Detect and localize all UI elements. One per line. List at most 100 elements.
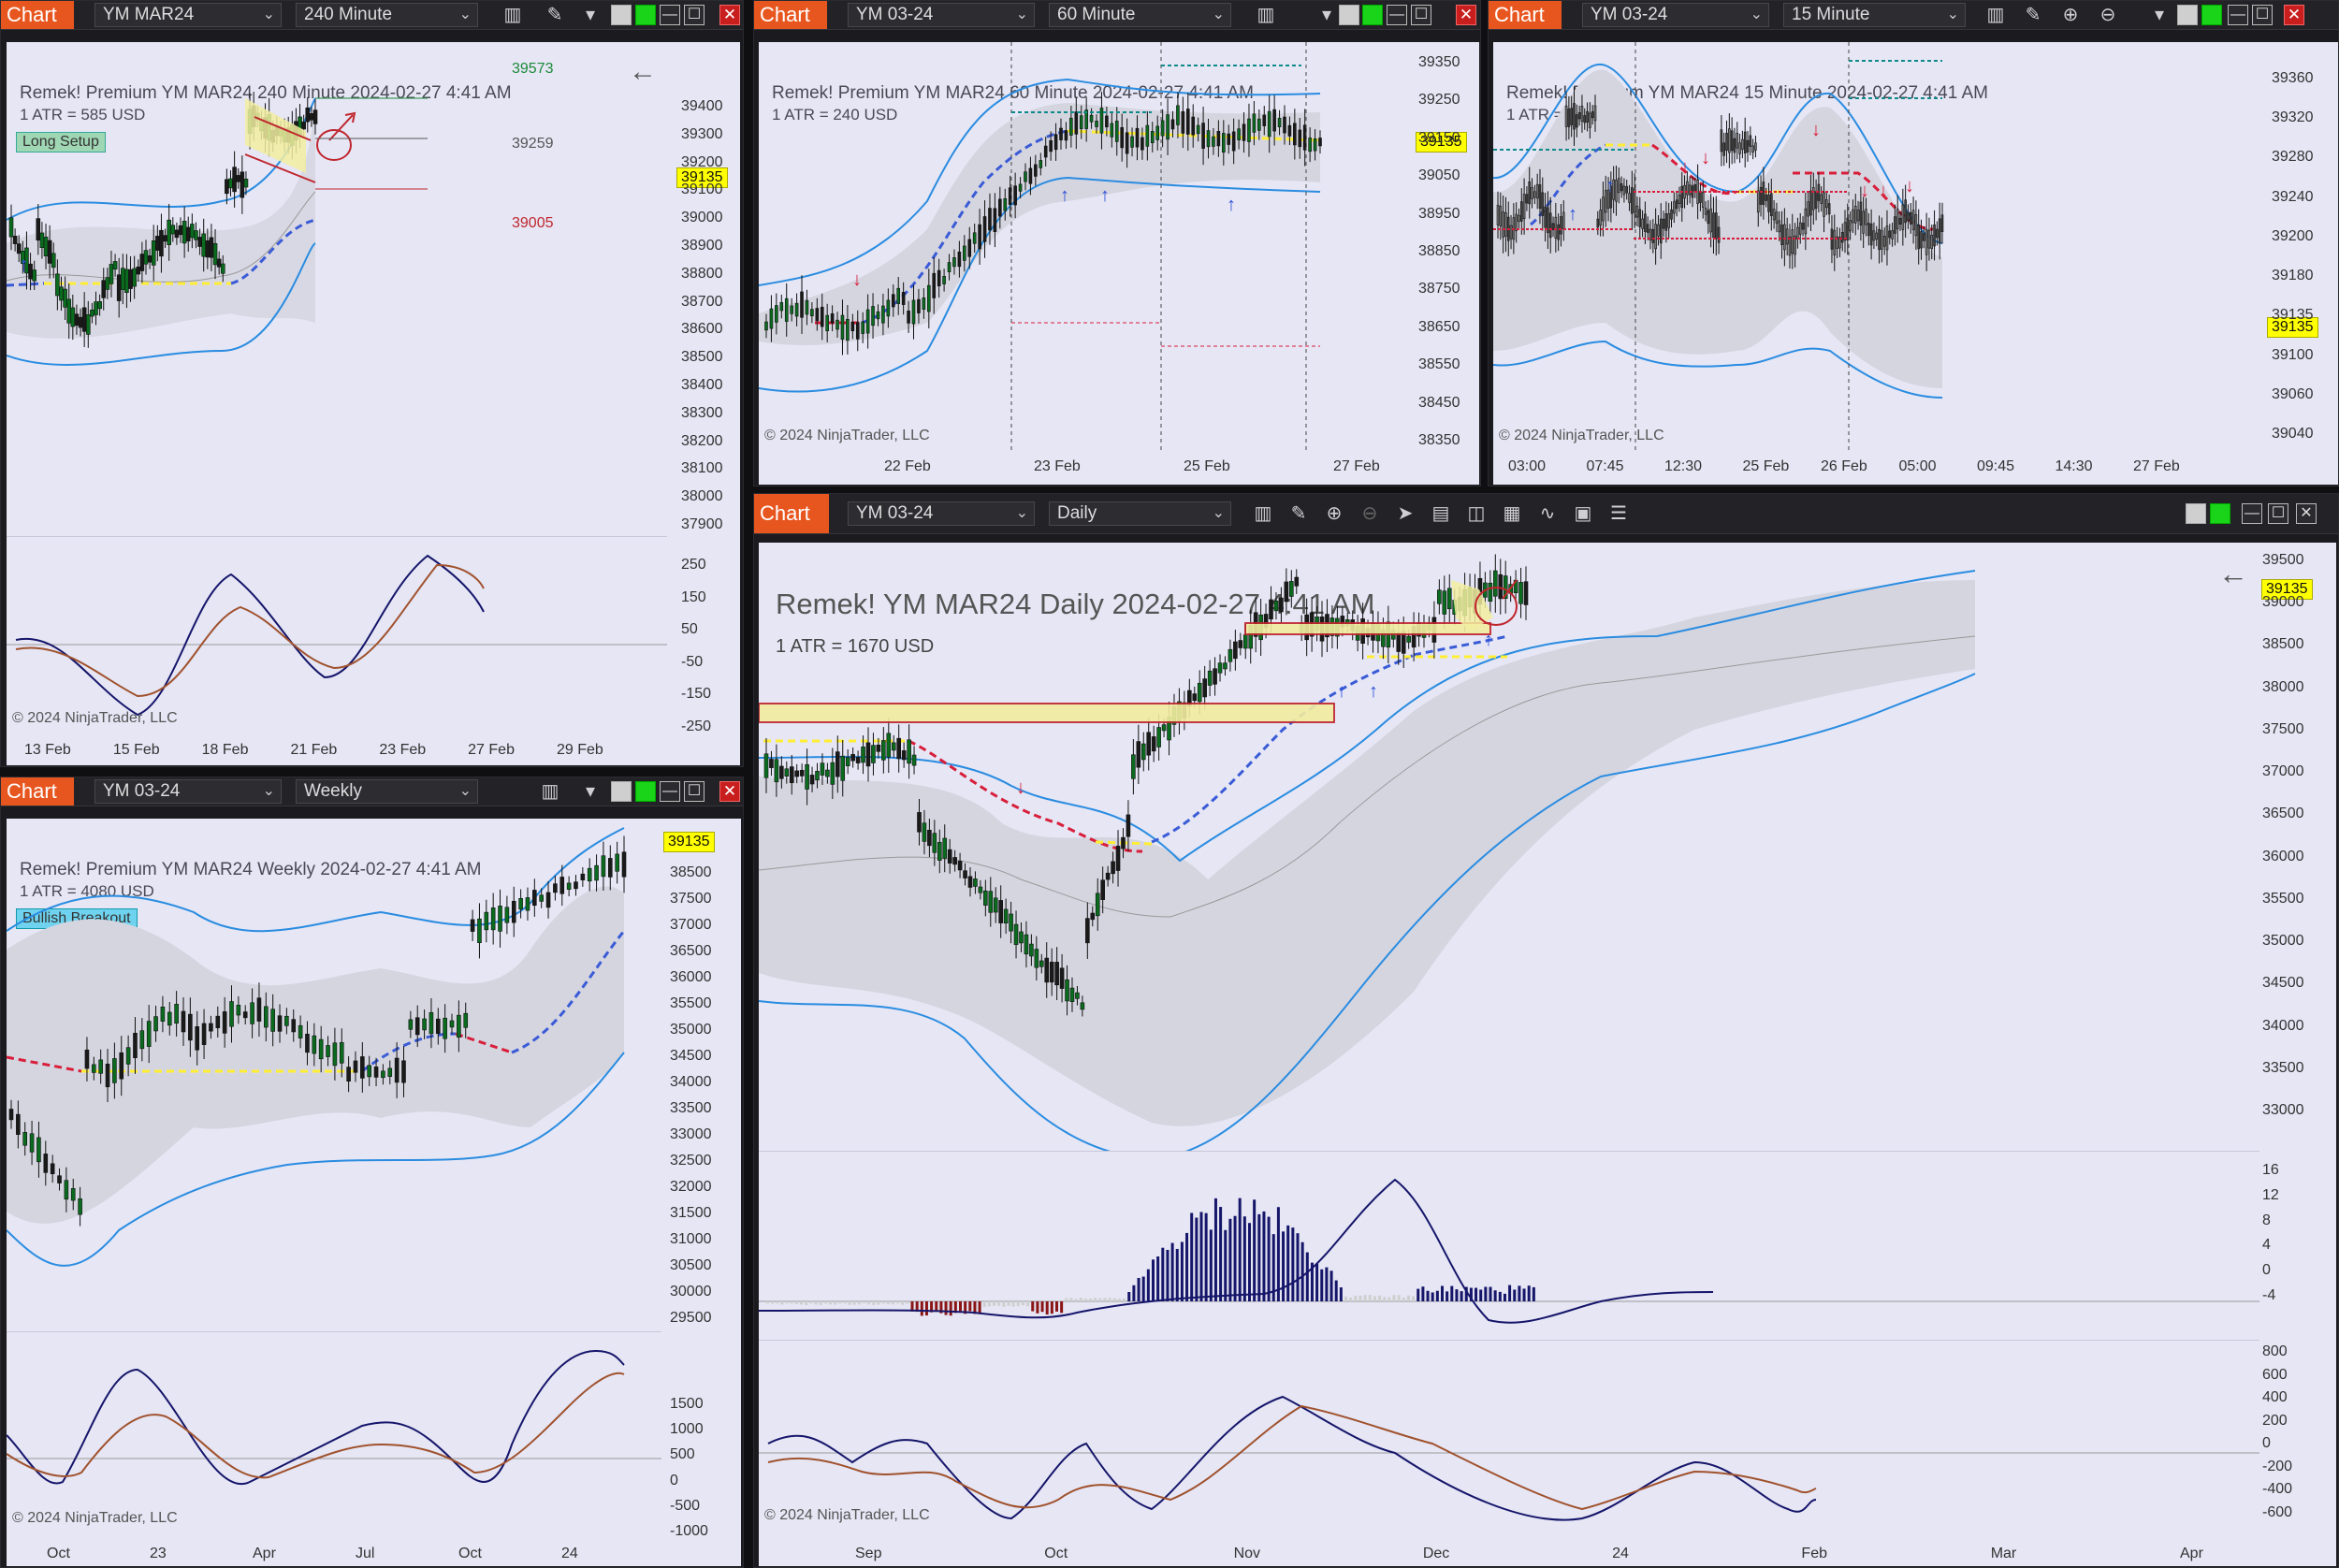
candle-body: [367, 1065, 371, 1078]
pencil-icon[interactable]: ✎: [546, 5, 563, 25]
window-button[interactable]: [611, 781, 632, 802]
properties-icon[interactable]: ▤: [1431, 503, 1450, 524]
candle-body: [332, 1042, 338, 1067]
close-button[interactable]: ✕: [719, 781, 740, 802]
instrument-select[interactable]: YM 03-24 ⌄: [1582, 3, 1769, 27]
back-arrow-icon[interactable]: ←: [629, 56, 657, 87]
price-tick-label: 38200: [681, 432, 723, 449]
instrument-select[interactable]: YM 03-24 ⌄: [848, 3, 1035, 27]
back-arrow-icon[interactable]: ←: [2218, 557, 2248, 590]
close-button[interactable]: ✕: [2284, 5, 2304, 25]
interval-select[interactable]: 60 Minute ⌄: [1049, 3, 1231, 27]
maximize-button[interactable]: ☐: [2252, 5, 2273, 25]
window-button[interactable]: [611, 5, 632, 25]
time-tick-label: 05:00: [1898, 458, 1937, 474]
histogram-bar: [1170, 1242, 1174, 1301]
indicator-tick-label: -1000: [670, 1523, 708, 1539]
candle-body: [250, 1002, 254, 1024]
data-box-icon[interactable]: ◫: [1467, 503, 1486, 524]
window-button[interactable]: [2186, 503, 2206, 524]
minimize-button[interactable]: —: [660, 5, 680, 25]
price-tick-label: 39320: [2272, 109, 2314, 126]
copyright: © 2024 NinjaTrader, LLC: [1499, 428, 1664, 443]
minimize-button[interactable]: —: [660, 781, 680, 802]
minimize-button[interactable]: —: [2228, 5, 2248, 25]
candle-body: [983, 890, 988, 906]
instrument-select[interactable]: YM 03-24 ⌄: [848, 501, 1035, 526]
candle-body: [840, 314, 845, 340]
price-tick-label: 39360: [2272, 70, 2314, 86]
link-button[interactable]: [2201, 5, 2222, 25]
candle-body: [1743, 131, 1747, 153]
chart-weekly: [7, 827, 627, 1267]
close-button[interactable]: ✕: [2296, 503, 2317, 524]
candle-body: [1862, 211, 1865, 234]
candle-body: [1222, 133, 1226, 153]
candle-body: [1930, 234, 1934, 250]
candle-body: [1054, 962, 1059, 986]
candle-body: [982, 216, 987, 242]
candle-body: [963, 870, 967, 878]
link-button[interactable]: [635, 5, 656, 25]
bars-icon[interactable]: ▥: [1986, 5, 2005, 25]
dropdown-icon[interactable]: ▾: [585, 781, 596, 802]
maximize-button[interactable]: ☐: [1411, 5, 1431, 25]
window-button[interactable]: [2177, 5, 2198, 25]
candle-body: [559, 877, 565, 894]
candle-body: [1657, 224, 1660, 237]
maximize-button[interactable]: ☐: [684, 5, 705, 25]
candle-body: [1865, 209, 1867, 225]
bars-icon[interactable]: ▥: [1254, 503, 1272, 524]
strategies-icon[interactable]: ▦: [1503, 503, 1521, 524]
cursor-icon[interactable]: ➤: [1397, 503, 1414, 524]
time-axis: [759, 454, 1479, 485]
window-button[interactable]: [1339, 5, 1359, 25]
dropdown-icon[interactable]: ▾: [2154, 5, 2165, 25]
minimize-button[interactable]: —: [1387, 5, 1407, 25]
zoom-out-icon[interactable]: ⊖: [2099, 5, 2116, 25]
close-button[interactable]: ✕: [719, 5, 740, 25]
zoom-in-icon[interactable]: ⊕: [2062, 5, 2079, 25]
bars-icon[interactable]: ▥: [503, 5, 522, 25]
minimize-button[interactable]: —: [2242, 503, 2262, 524]
instrument-select[interactable]: YM MAR24 ⌄: [94, 3, 282, 27]
candle-body: [222, 1011, 227, 1034]
candle-body: [477, 918, 482, 943]
toolbar: Chart YM 03-24 ⌄ 60 Minute ⌄ ▥ ▾ — ☐ ✕: [754, 1, 1480, 30]
link-button[interactable]: [1362, 5, 1383, 25]
pencil-icon[interactable]: ✎: [2025, 5, 2041, 25]
zoom-in-icon[interactable]: ⊕: [1326, 503, 1343, 524]
link-button[interactable]: [2210, 503, 2230, 524]
candle-body: [1809, 190, 1812, 216]
candle-body: [1238, 640, 1243, 648]
templates-icon[interactable]: ▣: [1574, 503, 1592, 524]
candle-body: [309, 113, 314, 121]
candle-body: [1576, 114, 1578, 128]
instrument-select[interactable]: YM 03-24 ⌄: [94, 779, 282, 804]
candle-body: [463, 1012, 469, 1028]
interval-select[interactable]: Weekly ⌄: [296, 779, 478, 804]
indicators-icon[interactable]: ∿: [1539, 503, 1556, 524]
time-tick-label: Nov: [1233, 1546, 1261, 1561]
zoom-out-icon[interactable]: ⊖: [1361, 503, 1378, 524]
interval-select[interactable]: Daily ⌄: [1049, 501, 1231, 526]
candle-body: [580, 873, 586, 880]
candle-body: [174, 229, 180, 239]
candle-body: [1641, 218, 1644, 229]
interval-select[interactable]: 240 Minute ⌄: [296, 3, 478, 27]
time-tick-label: 21 Feb: [290, 742, 338, 758]
link-button[interactable]: [635, 781, 656, 802]
dropdown-icon[interactable]: ▾: [585, 5, 596, 25]
bars-icon[interactable]: ▥: [1257, 5, 1275, 25]
pencil-icon[interactable]: ✎: [1290, 503, 1307, 524]
close-button[interactable]: ✕: [1456, 5, 1476, 25]
list-icon[interactable]: ☰: [1610, 503, 1627, 524]
interval-select[interactable]: 15 Minute ⌄: [1783, 3, 1966, 27]
candle-body: [1515, 213, 1518, 231]
maximize-button[interactable]: ☐: [2268, 503, 2288, 524]
candle-body: [1733, 138, 1736, 153]
dropdown-icon[interactable]: ▾: [1321, 5, 1332, 25]
candle-body: [784, 298, 789, 322]
maximize-button[interactable]: ☐: [684, 781, 705, 802]
bars-icon[interactable]: ▥: [541, 781, 559, 802]
